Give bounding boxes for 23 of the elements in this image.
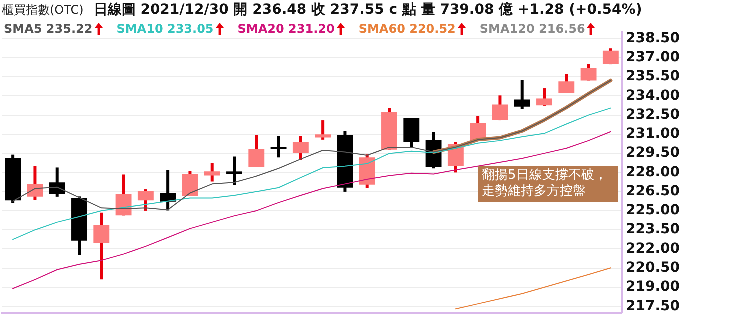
y-tick-label: 235.50 xyxy=(626,68,680,85)
y-tick-label: 238.50 xyxy=(626,30,680,46)
y-tick-label: 219.00 xyxy=(626,279,680,296)
y-tick-label: 237.00 xyxy=(626,50,680,66)
chart-subtitle: 日線圖 2021/12/30 開 236.48 收 237.55 c 點 量 739.08 億 +1.28 (+0.54%) xyxy=(94,1,642,19)
y-tick-label: 229.50 xyxy=(626,145,680,162)
y-tick-label: 232.50 xyxy=(626,106,680,123)
y-tick-label: 220.50 xyxy=(626,260,680,276)
text: SMA10 233.05 xyxy=(116,22,214,36)
y-tick-label: 228.00 xyxy=(626,164,680,180)
y-tick-label: 223.50 xyxy=(626,222,680,238)
chart-title: 櫃買指數(OTC) xyxy=(2,2,84,18)
text: SMA60 220.52 xyxy=(358,22,456,36)
text: SMA20 231.20 xyxy=(238,22,335,36)
y-tick-label: 225.00 xyxy=(626,202,680,219)
y-tick-label: 231.00 xyxy=(626,126,680,142)
y-tick-label: 217.50 xyxy=(626,298,680,314)
y-tick-label: 226.50 xyxy=(626,183,680,200)
y-tick-label: 234.00 xyxy=(626,88,680,104)
annotation: 翻揚5日線支撐不破，走勢維持多方控盤 xyxy=(478,166,618,202)
y-tick-label: 222.00 xyxy=(626,240,680,257)
annotation: SMA120 216.56 xyxy=(480,22,586,36)
text: SMA5 235.22 xyxy=(4,22,93,36)
